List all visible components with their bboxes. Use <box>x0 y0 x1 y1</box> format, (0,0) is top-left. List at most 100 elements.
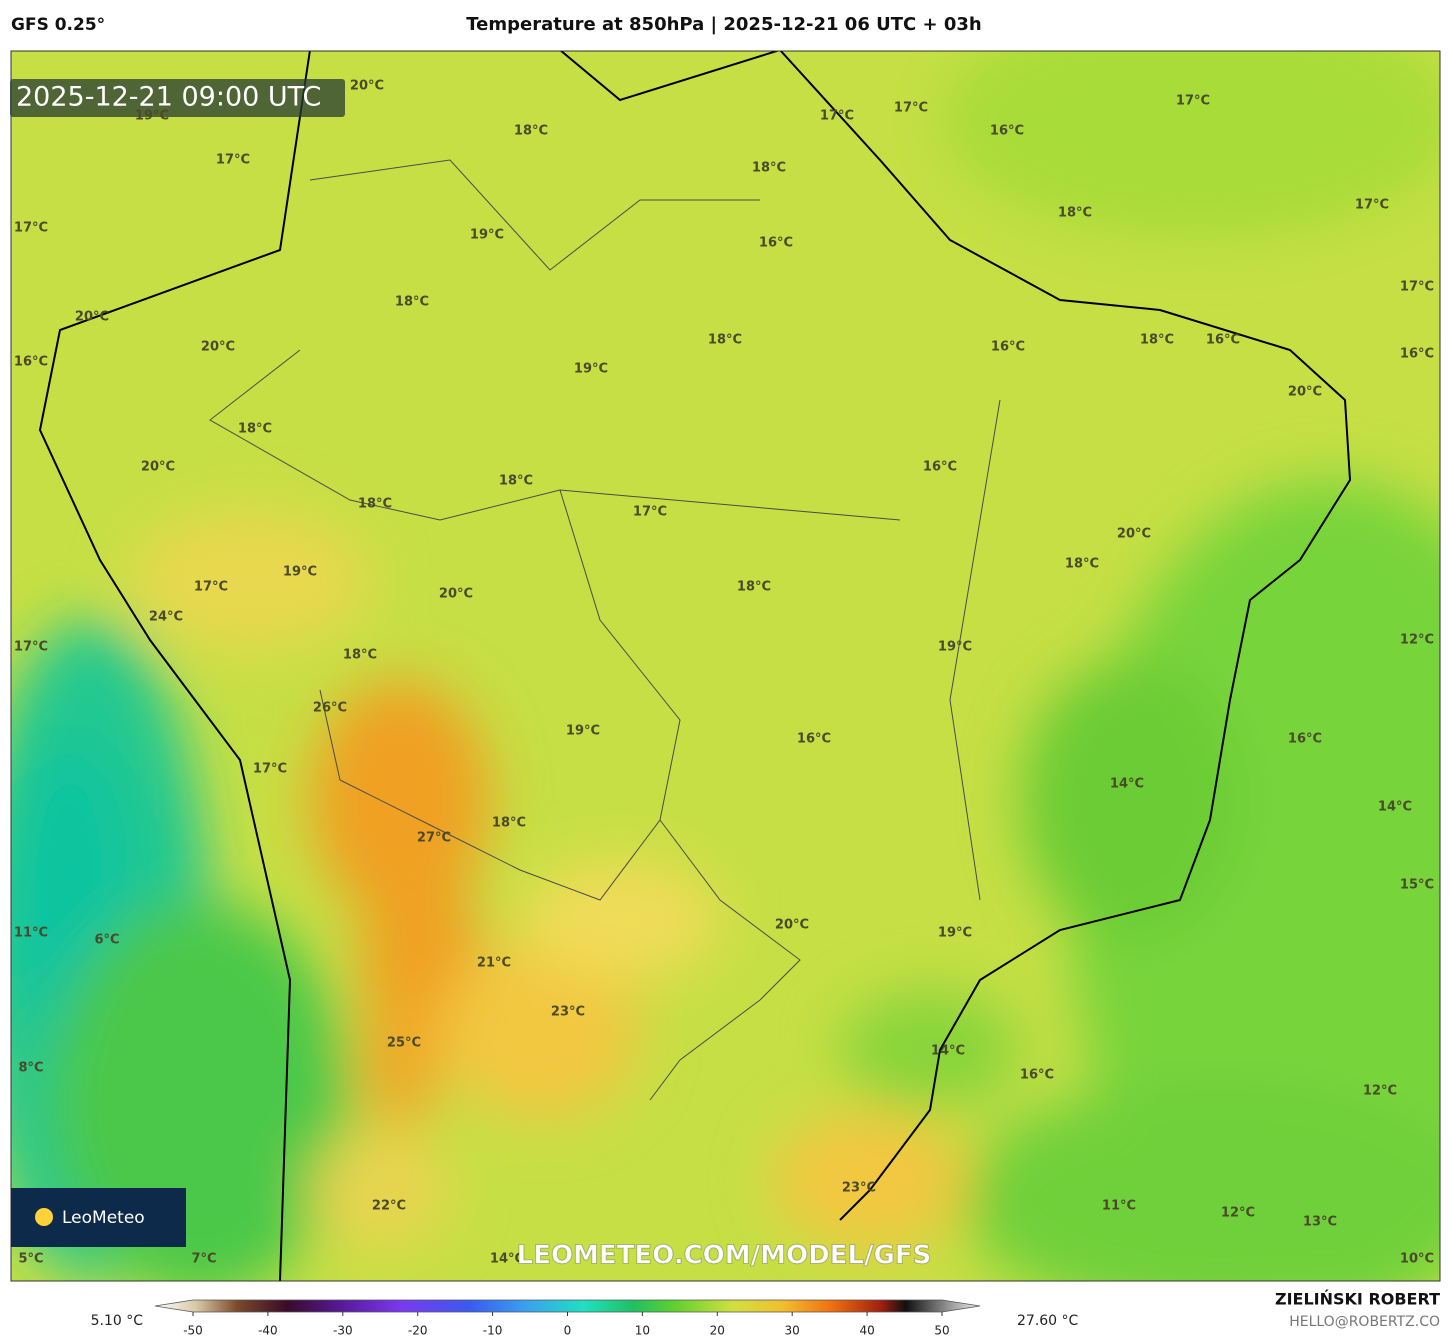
temperature-label: 14°C <box>490 1252 524 1267</box>
temperature-label: 19°C <box>566 724 600 739</box>
temperature-label: 25°C <box>387 1036 421 1051</box>
temperature-label: 17°C <box>1355 198 1389 213</box>
map-frame <box>10 50 1441 1282</box>
temperature-label: 17°C <box>14 221 48 236</box>
temperature-label: 16°C <box>1288 732 1322 747</box>
temperature-label: 10°C <box>1400 1252 1434 1267</box>
temperature-label: 16°C <box>991 340 1025 355</box>
temperature-label: 19°C <box>283 565 317 580</box>
watermark: LEOMETEO.COM/MODEL/GFS <box>517 1241 932 1271</box>
temperature-label: 17°C <box>1400 280 1434 295</box>
timestamp: 2025-12-21 09:00 UTC <box>16 82 321 113</box>
temperature-label: 16°C <box>759 236 793 251</box>
colorbar-tick-label: 30 <box>785 1324 800 1338</box>
temperature-label: 19°C <box>135 109 169 124</box>
timestamp-box <box>10 79 345 117</box>
temperature-label: 16°C <box>923 460 957 475</box>
temperature-label: 17°C <box>14 640 48 655</box>
temperature-label: 20°C <box>350 79 384 94</box>
temperature-label: 16°C <box>1020 1068 1054 1083</box>
colorbar-tick-label: 10 <box>635 1324 650 1338</box>
colorbar-tick-label: -40 <box>258 1324 278 1338</box>
temperature-label: 17°C <box>216 153 250 168</box>
temperature-label: 16°C <box>1400 347 1434 362</box>
temperature-label: 17°C <box>820 109 854 124</box>
colorbar-tick-label: 40 <box>859 1324 874 1338</box>
temperature-label: 18°C <box>1140 333 1174 348</box>
temperature-label: 8°C <box>18 1061 43 1076</box>
credit-email: HELLO@ROBERTZ.CO <box>1289 1314 1440 1330</box>
temperature-label: 26°C <box>313 701 347 716</box>
temperature-label: 20°C <box>439 587 473 602</box>
temperature-label: 14°C <box>1110 777 1144 792</box>
temperature-label: 18°C <box>752 161 786 176</box>
logo-sun <box>35 1208 53 1226</box>
temperature-label: 18°C <box>395 295 429 310</box>
temperature-label: 17°C <box>633 505 667 520</box>
temperature-label: 7°C <box>191 1252 216 1267</box>
temperature-label: 18°C <box>343 648 377 663</box>
temperature-label: 11°C <box>14 926 48 941</box>
temperature-label: 24°C <box>149 610 183 625</box>
colorbar <box>154 1299 981 1313</box>
temperature-label: 5°C <box>18 1252 43 1267</box>
temperature-label: 20°C <box>201 340 235 355</box>
temperature-label: 18°C <box>1058 206 1092 221</box>
colorbar-tick-label: -30 <box>333 1324 353 1338</box>
temperature-label: 22°C <box>372 1199 406 1214</box>
colorbar-tick-label: -50 <box>183 1324 203 1338</box>
temperature-label: 23°C <box>551 1005 585 1020</box>
temperature-label: 18°C <box>514 124 548 139</box>
temperature-label: 20°C <box>1288 385 1322 400</box>
logo-text: LeoMeteo <box>62 1208 145 1228</box>
temperature-label: 19°C <box>938 640 972 655</box>
model-name: GFS 0.25° <box>11 15 105 35</box>
temperature-label: 12°C <box>1400 633 1434 648</box>
temperature-label: 16°C <box>14 355 48 370</box>
temperature-label: 18°C <box>1065 557 1099 572</box>
temperature-label: 13°C <box>1303 1215 1337 1230</box>
temperature-label: 18°C <box>492 816 526 831</box>
map-title: Temperature at 850hPa | 2025-12-21 06 UT… <box>466 14 981 35</box>
temperature-label: 20°C <box>75 310 109 325</box>
colorbar-tick-label: 50 <box>934 1324 949 1338</box>
temperature-label: 18°C <box>238 422 272 437</box>
label-layer: 20°C 19°C 18°C 17°C 17°C 17°C 16°C 17°C 18°C 18°C… <box>14 79 1434 1267</box>
temperature-label: 16°C <box>1206 333 1240 348</box>
temperature-label: 18°C <box>499 474 533 489</box>
temperature-label: 23°C <box>842 1181 876 1196</box>
colorbar-tick-label: -10 <box>483 1324 503 1338</box>
credit-name: ZIELIŃSKI ROBERT <box>1275 1290 1440 1309</box>
temperature-label: 19°C <box>574 362 608 377</box>
temperature-label: 14°C <box>931 1044 965 1059</box>
temperature-label: 19°C <box>938 926 972 941</box>
temperature-label: 21°C <box>477 956 511 971</box>
temperature-label: 18°C <box>737 580 771 595</box>
colorbar-max: 27.60 °C <box>1017 1313 1079 1329</box>
temperature-label: 16°C <box>990 124 1024 139</box>
colorbar-tick-label: -20 <box>408 1324 428 1338</box>
temperature-label: 17°C <box>253 762 287 777</box>
temperature-label: 20°C <box>1117 527 1151 542</box>
temperature-label: 18°C <box>708 333 742 348</box>
colorbar-tick-label: 20 <box>710 1324 725 1338</box>
colorbar-min: 5.10 °C <box>91 1313 144 1329</box>
temperature-label: 12°C <box>1221 1206 1255 1221</box>
colorbar-tick-label: 0 <box>564 1324 572 1338</box>
temperature-label: 14°C <box>1378 800 1412 815</box>
temperature-label: 27°C <box>417 831 451 846</box>
temperature-label: 17°C <box>1176 94 1210 109</box>
temperature-label: 20°C <box>141 460 175 475</box>
temperature-label: 17°C <box>894 101 928 116</box>
temperature-label: 11°C <box>1102 1199 1136 1214</box>
temperature-label: 20°C <box>775 918 809 933</box>
temperature-label: 6°C <box>94 933 119 948</box>
temperature-label: 19°C <box>470 228 504 243</box>
temperature-label: 15°C <box>1400 878 1434 893</box>
temperature-label: 16°C <box>797 732 831 747</box>
temperature-label: 18°C <box>358 497 392 512</box>
temperature-label: 12°C <box>1363 1084 1397 1099</box>
